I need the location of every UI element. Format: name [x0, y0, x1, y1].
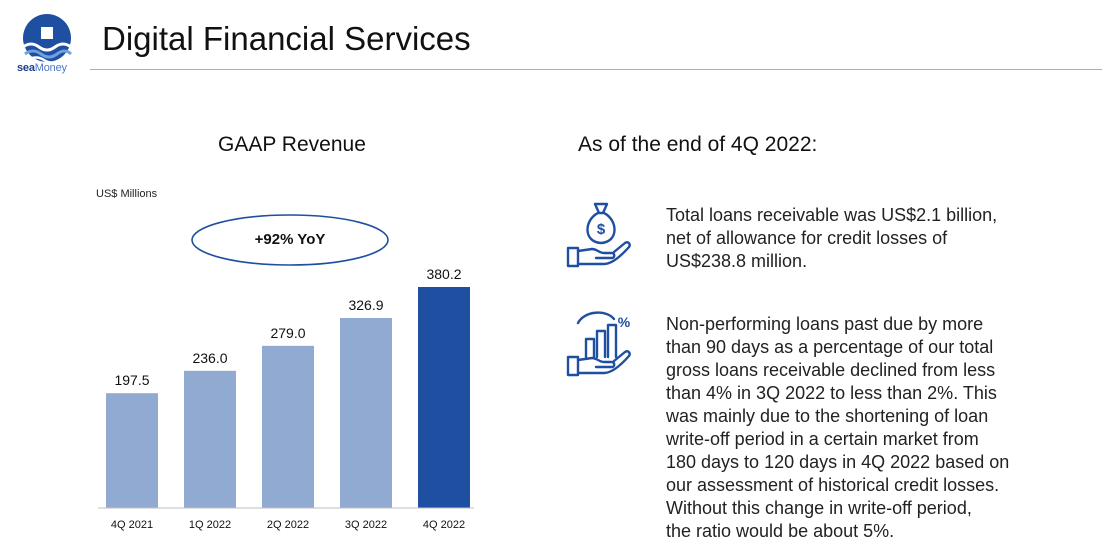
- rhs-title: As of the end of 4Q 2022:: [578, 133, 818, 156]
- seamoney-logo: [22, 14, 73, 64]
- text-line: US$238.8 million.: [666, 251, 808, 271]
- npl-text: Non-performing loans past due by more th…: [666, 313, 1046, 543]
- text-line: the ratio would be about 5%.: [666, 521, 895, 541]
- revenue-bar-chart: 197.5 4Q 2021 236.0 1Q 2022 279.0 2Q 2022 326.…: [98, 266, 474, 531]
- text-line: than 4% in 3Q 2022 to less than 2%. This: [666, 383, 997, 403]
- x-tick-label: 4Q 2022: [423, 519, 465, 531]
- data-label: 326.9: [348, 297, 383, 313]
- text-line: Without this change in write-off period,: [666, 498, 972, 518]
- bar-3q-2022: [340, 317, 392, 508]
- data-label: 197.5: [114, 372, 149, 388]
- logo-wordmark: seaMoney: [17, 62, 67, 74]
- data-label: 279.0: [270, 325, 305, 341]
- money-bag-hand-icon: $: [566, 202, 631, 268]
- text-line: our assessment of historical credit loss…: [666, 475, 1000, 495]
- page-title: Digital Financial Services: [102, 20, 471, 57]
- text-line: net of allowance for credit losses of: [666, 228, 948, 248]
- x-tick-label: 3Q 2022: [345, 519, 387, 531]
- x-tick-label: 2Q 2022: [267, 519, 309, 531]
- text-line: gross loans receivable declined from les…: [666, 360, 996, 380]
- svg-text:$: $: [597, 221, 606, 238]
- yoy-ellipse: [191, 214, 389, 266]
- text-line: was mainly due to the shortening of loan: [666, 406, 989, 426]
- bar-2q-2022: [262, 345, 314, 508]
- svg-text:%: %: [618, 314, 631, 330]
- chart-title: GAAP Revenue: [218, 133, 366, 156]
- data-label: 380.2: [426, 266, 461, 282]
- text-line: write-off period in a certain market fro…: [666, 429, 979, 449]
- bar-4q-2021: [106, 393, 158, 508]
- data-label: 236.0: [192, 350, 227, 366]
- chart-unit-label: US$ Millions: [96, 188, 158, 200]
- text-line: Non-performing loans past due by more: [666, 314, 984, 334]
- title-divider: [90, 69, 1102, 70]
- text-line: Total loans receivable was US$2.1 billio…: [666, 205, 998, 225]
- x-tick-label: 4Q 2021: [111, 519, 153, 531]
- bar-1q-2022: [184, 370, 236, 508]
- text-line: 180 days to 120 days in 4Q 2022 based on: [666, 452, 1010, 472]
- x-tick-label: 1Q 2022: [189, 519, 231, 531]
- bar-4q-2022: [418, 287, 470, 508]
- bar-chart-hand-percent-icon: %: [566, 311, 631, 377]
- text-line: than 90 days as a percentage of our tota…: [666, 337, 994, 357]
- yoy-annotation: +92% YoY: [254, 231, 326, 248]
- loans-receivable-text: Total loans receivable was US$2.1 billio…: [666, 204, 1046, 273]
